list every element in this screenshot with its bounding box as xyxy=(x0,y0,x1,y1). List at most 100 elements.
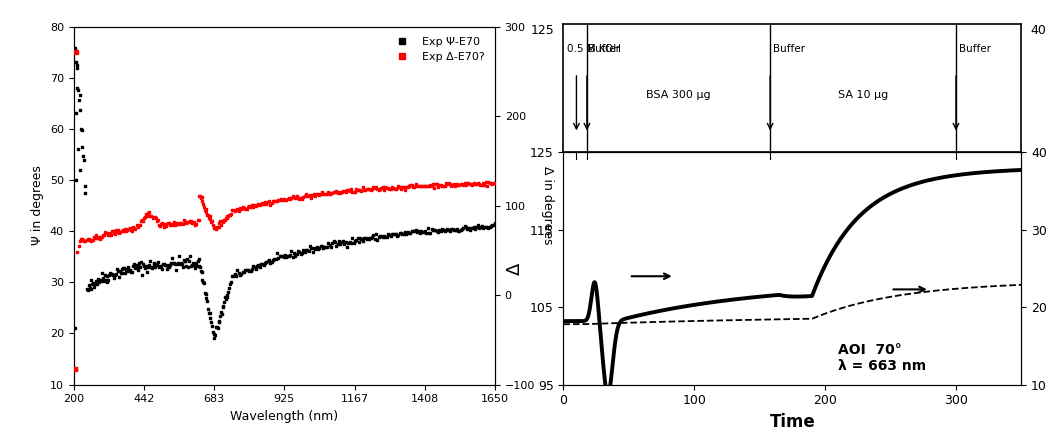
Point xyxy=(287,194,304,202)
Point xyxy=(144,264,161,271)
Point xyxy=(481,179,498,187)
Point xyxy=(422,182,439,189)
Point xyxy=(194,197,211,204)
Point xyxy=(72,91,88,98)
Point xyxy=(153,263,170,270)
Point xyxy=(377,233,394,240)
Point xyxy=(384,231,401,238)
Point xyxy=(263,259,280,266)
Point xyxy=(131,263,147,270)
Point xyxy=(259,198,276,206)
Point xyxy=(263,199,280,206)
Point xyxy=(188,220,205,227)
Point xyxy=(428,181,444,188)
Point xyxy=(320,189,337,196)
Point xyxy=(285,249,302,256)
Point xyxy=(66,366,83,373)
Point xyxy=(98,272,115,279)
Point xyxy=(486,220,503,227)
Point xyxy=(79,235,96,242)
Point xyxy=(344,235,361,242)
Point xyxy=(210,224,226,231)
Point xyxy=(122,225,139,232)
Point xyxy=(104,271,121,278)
Point xyxy=(395,184,412,191)
Point xyxy=(462,180,479,187)
Point xyxy=(253,201,270,208)
Point xyxy=(439,225,456,232)
Point xyxy=(155,260,172,267)
Point xyxy=(424,180,441,187)
Point xyxy=(435,182,452,189)
Point xyxy=(270,254,286,261)
Point xyxy=(187,221,204,228)
Point xyxy=(121,266,138,273)
Point xyxy=(215,217,232,225)
Point xyxy=(255,262,272,269)
Point xyxy=(117,228,134,235)
Point xyxy=(383,230,400,237)
Point xyxy=(214,310,231,317)
Point xyxy=(279,252,296,259)
Point xyxy=(146,213,163,221)
Point xyxy=(304,191,321,198)
Point xyxy=(119,265,136,272)
Point xyxy=(138,210,155,217)
Point xyxy=(131,221,147,228)
Point xyxy=(72,238,88,245)
Point xyxy=(214,218,231,225)
Point xyxy=(319,243,336,250)
Point xyxy=(71,243,87,250)
Point xyxy=(133,218,150,225)
Point xyxy=(347,186,364,193)
Point xyxy=(301,243,318,250)
Point xyxy=(158,222,175,229)
Point xyxy=(333,189,350,196)
Point xyxy=(369,186,385,193)
Point xyxy=(175,256,192,263)
Point xyxy=(485,222,502,229)
Point xyxy=(393,229,410,236)
Point xyxy=(336,187,353,194)
Text: AOI  70°
λ = 663 nm: AOI 70° λ = 663 nm xyxy=(838,343,927,373)
Point xyxy=(418,182,435,189)
Point xyxy=(482,223,499,230)
Point xyxy=(107,271,124,278)
Point xyxy=(221,281,238,288)
Point xyxy=(237,267,254,274)
Point xyxy=(127,225,144,232)
Y-axis label: Δ: Δ xyxy=(506,263,524,274)
Point xyxy=(283,248,300,255)
Point xyxy=(191,262,207,269)
Point xyxy=(203,218,220,225)
Point xyxy=(67,176,84,183)
Point xyxy=(176,219,193,226)
Point xyxy=(294,195,311,202)
Point xyxy=(346,237,363,244)
Point xyxy=(310,245,326,252)
Point xyxy=(262,201,279,208)
Point xyxy=(156,223,173,230)
Point xyxy=(414,183,431,190)
Point xyxy=(117,269,134,276)
Point xyxy=(350,234,366,241)
Point xyxy=(404,183,421,190)
Point xyxy=(110,268,126,275)
Point xyxy=(147,214,164,221)
Point xyxy=(341,187,358,194)
Point xyxy=(179,255,196,263)
Point xyxy=(136,263,153,270)
Point xyxy=(461,181,478,188)
Point xyxy=(316,243,333,250)
Point xyxy=(355,237,372,244)
Point xyxy=(202,215,219,222)
Point xyxy=(273,253,290,260)
Point xyxy=(219,213,236,220)
Point xyxy=(239,267,256,274)
Point xyxy=(232,271,249,278)
Point xyxy=(306,246,323,253)
Point xyxy=(214,219,231,226)
Point xyxy=(192,264,208,271)
Point xyxy=(258,200,275,207)
Point xyxy=(67,110,84,117)
